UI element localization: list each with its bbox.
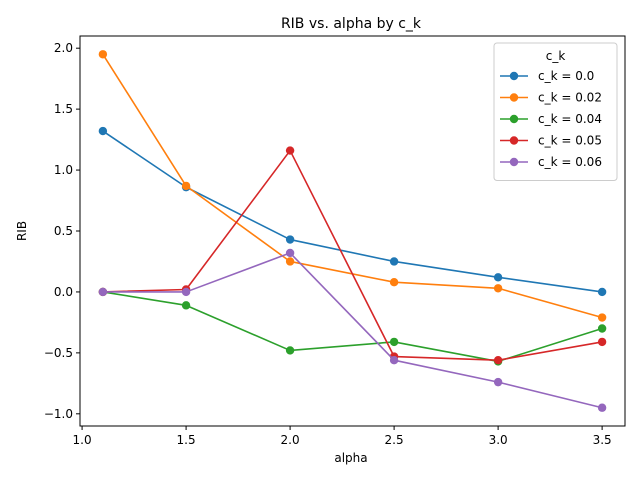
legend-label: c_k = 0.04 bbox=[538, 112, 602, 126]
legend: c_k c_k = 0.0 c_k = 0.02 c_k = 0.04 c_k = 0… bbox=[493, 42, 618, 181]
data-point bbox=[181, 287, 191, 297]
series-line bbox=[102, 130, 603, 293]
y-axis-label: RIB bbox=[15, 221, 29, 241]
data-point bbox=[493, 273, 503, 282]
y-tick-label: −1.0 bbox=[44, 407, 73, 421]
data-point bbox=[493, 284, 503, 293]
data-point bbox=[597, 287, 607, 297]
legend-label: c_k = 0.0 bbox=[538, 69, 594, 83]
data-point bbox=[493, 377, 503, 387]
legend-label: c_k = 0.02 bbox=[538, 91, 602, 105]
data-point bbox=[389, 355, 399, 365]
data-point bbox=[597, 324, 607, 333]
legend-item: c_k = 0.05 bbox=[500, 134, 602, 148]
plot-series bbox=[98, 50, 607, 412]
x-tick-label: 3.0 bbox=[489, 433, 508, 447]
y-tick-label: −0.5 bbox=[44, 346, 73, 360]
x-tick-label: 1.5 bbox=[177, 433, 196, 447]
legend-item: c_k = 0.0 bbox=[500, 69, 594, 83]
legend-marker bbox=[509, 93, 519, 102]
legend-label: c_k = 0.05 bbox=[538, 134, 602, 148]
x-tick-label: 3.5 bbox=[593, 433, 612, 447]
data-point bbox=[285, 146, 295, 155]
series-line bbox=[102, 149, 603, 361]
series-line bbox=[102, 252, 603, 409]
data-point bbox=[389, 337, 399, 347]
data-point bbox=[181, 181, 191, 191]
legend-marker bbox=[509, 157, 519, 167]
legend-title: c_k bbox=[546, 49, 566, 63]
data-point bbox=[285, 235, 295, 244]
data-point bbox=[389, 257, 399, 266]
x-axis-label: alpha bbox=[334, 451, 367, 465]
data-point bbox=[285, 346, 295, 355]
data-point bbox=[597, 313, 607, 322]
x-tick-label: 2.5 bbox=[385, 433, 404, 447]
series-4 bbox=[98, 248, 607, 412]
legend-label: c_k = 0.06 bbox=[538, 155, 602, 169]
legend-box bbox=[493, 42, 618, 181]
y-axis: −1.0 −0.5 0.0 0.5 1.0 1.5 2.0 bbox=[44, 41, 80, 421]
series-0 bbox=[98, 126, 607, 297]
chart-title: RIB vs. alpha by c_k bbox=[281, 16, 422, 32]
y-tick-label: 1.0 bbox=[54, 163, 73, 177]
data-point bbox=[98, 126, 108, 136]
data-point bbox=[597, 403, 607, 412]
series-1 bbox=[98, 50, 607, 322]
data-point bbox=[98, 50, 108, 59]
y-tick-label: 0.5 bbox=[54, 224, 73, 238]
y-tick-label: 2.0 bbox=[54, 41, 73, 55]
legend-marker bbox=[509, 114, 519, 124]
x-tick-label: 1.0 bbox=[73, 433, 92, 447]
legend-marker bbox=[509, 71, 519, 81]
legend-item: c_k = 0.02 bbox=[500, 91, 602, 105]
data-point bbox=[493, 355, 503, 365]
data-point bbox=[181, 301, 191, 310]
series-line bbox=[102, 291, 603, 363]
series-line bbox=[102, 53, 603, 319]
legend-item: c_k = 0.06 bbox=[500, 155, 602, 169]
data-point bbox=[98, 287, 108, 297]
y-tick-label: 1.5 bbox=[54, 102, 73, 116]
x-tick-label: 2.0 bbox=[281, 433, 300, 447]
legend-item: c_k = 0.04 bbox=[500, 112, 602, 126]
data-point bbox=[285, 257, 295, 266]
legend-marker bbox=[509, 136, 519, 145]
y-tick-label: 0.0 bbox=[54, 285, 73, 299]
data-point bbox=[285, 248, 295, 258]
data-point bbox=[389, 277, 399, 287]
data-point bbox=[597, 337, 607, 347]
x-axis: 1.0 1.5 2.0 2.5 3.0 3.5 bbox=[73, 426, 612, 447]
